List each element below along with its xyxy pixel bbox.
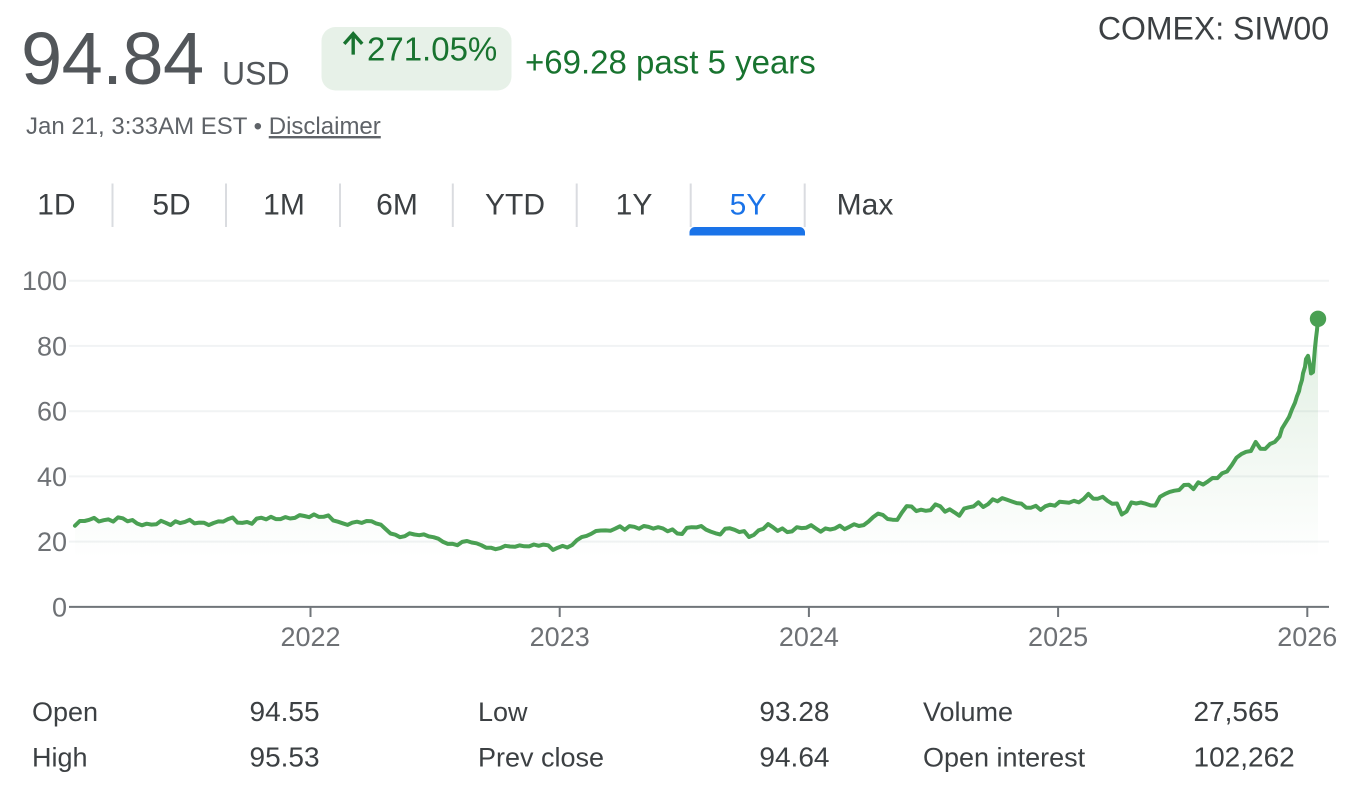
svg-text:1M: 1M (263, 189, 305, 222)
svg-text:2023: 2023 (530, 622, 590, 652)
svg-text:95.53: 95.53 (250, 742, 320, 773)
svg-text:Open: Open (32, 697, 98, 727)
svg-text:100: 100 (22, 266, 67, 296)
svg-text:Prev close: Prev close (478, 743, 604, 773)
svg-text:94.55: 94.55 (250, 696, 320, 727)
svg-text:102,262: 102,262 (1194, 742, 1295, 773)
svg-text:27,565: 27,565 (1194, 696, 1280, 727)
svg-text:YTD: YTD (485, 189, 545, 222)
svg-text:Max: Max (837, 189, 894, 222)
svg-text:2022: 2022 (280, 622, 340, 652)
svg-text:Low: Low (478, 697, 528, 727)
svg-text:5Y: 5Y (730, 189, 767, 222)
svg-text:40: 40 (37, 462, 67, 492)
svg-text:1D: 1D (37, 189, 75, 222)
svg-text:80: 80 (37, 331, 67, 361)
svg-text:Open interest: Open interest (923, 743, 1086, 773)
svg-text:5D: 5D (152, 189, 190, 222)
svg-text:Volume: Volume (923, 697, 1013, 727)
svg-text:1Y: 1Y (616, 189, 653, 222)
svg-text:2026: 2026 (1277, 622, 1337, 652)
svg-text:94.84: 94.84 (21, 17, 204, 100)
svg-text:6M: 6M (376, 189, 418, 222)
svg-text:60: 60 (37, 397, 67, 427)
svg-text:Jan 21, 3:33AM EST • Disclaime: Jan 21, 3:33AM EST • Disclaimer (26, 113, 381, 140)
svg-text:+69.28 past 5 years: +69.28 past 5 years (525, 44, 816, 81)
svg-text:271.05%: 271.05% (367, 31, 497, 68)
svg-text:High: High (32, 743, 88, 773)
svg-text:2024: 2024 (779, 622, 839, 652)
svg-text:94.64: 94.64 (759, 742, 829, 773)
svg-text:20: 20 (37, 527, 67, 557)
svg-text:0: 0 (52, 592, 67, 622)
svg-text:2025: 2025 (1028, 622, 1088, 652)
svg-text:USD: USD (222, 56, 290, 92)
svg-text:93.28: 93.28 (759, 696, 829, 727)
svg-text:COMEX: SIW00: COMEX: SIW00 (1098, 11, 1329, 47)
